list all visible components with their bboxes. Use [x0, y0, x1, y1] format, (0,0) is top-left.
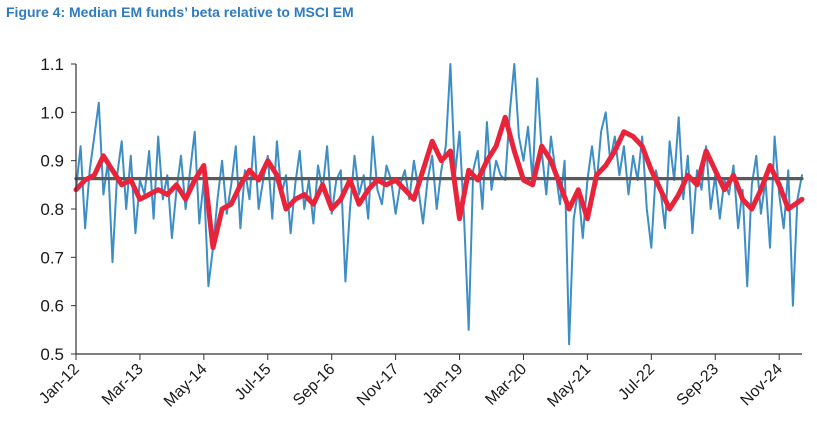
x-tick-label: Nov-17 [354, 361, 403, 410]
x-tick-label: Jan-19 [420, 361, 467, 408]
x-tick-label: May-21 [544, 361, 594, 411]
x-tick-label: May-14 [161, 361, 211, 411]
x-tick-label: Jul-15 [232, 361, 275, 404]
series-layer [73, 63, 805, 346]
x-tick-label: Jul-22 [615, 361, 658, 404]
axis-layer: 0.5 0.6 0.7 0.8 0.9 1.0 1.1 Jan-12 Mar-13 May-14 J… [36, 55, 802, 411]
x-tick-label: Mar-13 [99, 361, 147, 409]
x-tick-label: Mar-20 [482, 361, 530, 409]
x-tick-label: Nov-24 [738, 361, 787, 410]
beta-series-line [75, 63, 803, 346]
average-series-line [73, 114, 805, 251]
x-tick-label: Sep-23 [674, 361, 723, 410]
y-tick-label: 0.8 [40, 200, 64, 219]
figure-title: Figure 4: Median EM funds’ beta relative… [6, 4, 354, 20]
y-tick-label: 0.7 [40, 248, 64, 267]
y-tick-label: 0.6 [40, 297, 64, 316]
x-tick-label: Jan-12 [36, 361, 83, 408]
y-tick-label: 0.5 [40, 345, 64, 364]
y-tick-label: 1.0 [40, 103, 64, 122]
y-tick-label: 1.1 [40, 55, 64, 74]
y-tick-label: 0.9 [40, 152, 64, 171]
x-tick-label: Sep-16 [290, 361, 339, 410]
